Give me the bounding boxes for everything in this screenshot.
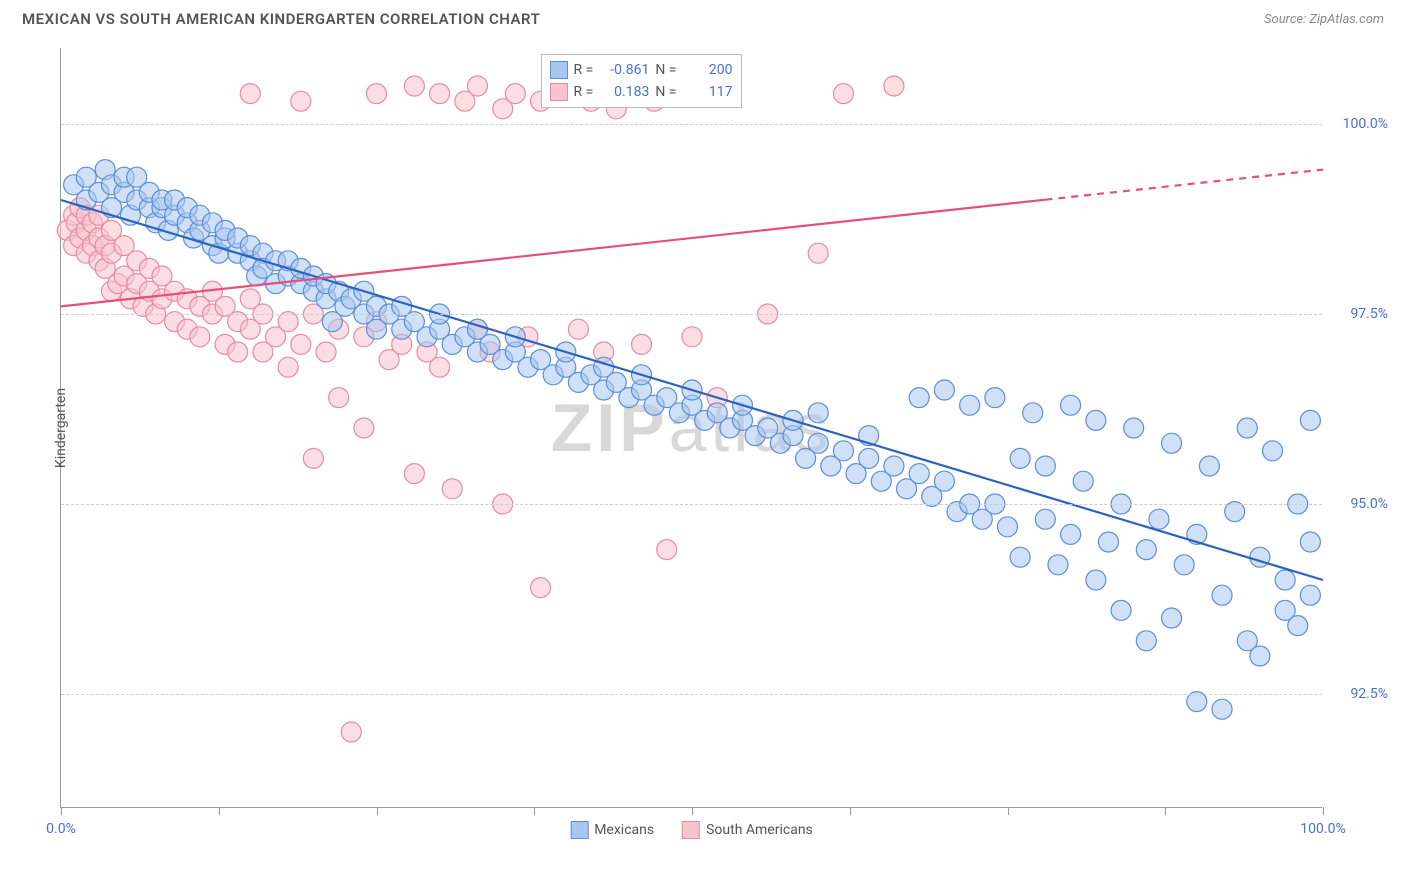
legend-stat-r_val: 0.183: [599, 84, 649, 100]
legend-stat-row: R = 0.183 N = 117: [550, 81, 733, 103]
grid-line: [61, 314, 1322, 315]
x-tick: [61, 807, 62, 815]
legend-label: South Americans: [706, 822, 813, 838]
x-tick: [1165, 807, 1166, 815]
legend-stat-n_val: 117: [683, 84, 733, 100]
legend-stat-n_label: N =: [655, 84, 676, 100]
legend-stat-r_label: R =: [574, 84, 594, 100]
legend-swatch: [550, 61, 568, 79]
x-tick: [692, 807, 693, 815]
legend-swatch: [550, 83, 568, 101]
x-tick: [377, 807, 378, 815]
y-tick-label: 92.5%: [1350, 686, 1388, 702]
grid-line: [61, 504, 1322, 505]
grid-line: [61, 694, 1322, 695]
legend-swatch: [570, 821, 588, 839]
plot-area: Kindergarten ZIPatlas R =-0.861N =200R =…: [60, 48, 1322, 808]
correlation-legend-box: R = -0.861 N = 200 R = 0.183 N = 117: [541, 54, 742, 108]
chart-title: MEXICAN VS SOUTH AMERICAN KINDERGARTEN C…: [22, 10, 540, 28]
legend-swatch: [682, 821, 700, 839]
legend-item: South Americans: [682, 821, 813, 839]
legend-stat-r_val: -0.861: [599, 62, 649, 78]
legend-stat-n_val: 200: [683, 62, 733, 78]
chart-container: Kindergarten ZIPatlas R =-0.861N =200R =…: [60, 48, 1388, 838]
legend-label: Mexicans: [594, 822, 654, 838]
x-tick: [1008, 807, 1009, 815]
x-tick-label: 100.0%: [1300, 821, 1345, 837]
x-tick: [534, 807, 535, 815]
source-attribution: Source: ZipAtlas.com: [1264, 12, 1384, 27]
legend-stat-r_label: R =: [574, 62, 594, 78]
legend-stat-row: R = -0.861 N = 200: [550, 59, 733, 81]
series-legend: Mexicans South Americans: [570, 821, 813, 839]
y-tick-label: 100.0%: [1343, 116, 1388, 132]
x-tick: [219, 807, 220, 815]
grid-line: [61, 124, 1322, 125]
x-tick-label: 0.0%: [46, 821, 76, 837]
y-tick-label: 97.5%: [1350, 306, 1388, 322]
x-tick: [1323, 807, 1324, 815]
legend-stat-n_label: N =: [655, 62, 676, 78]
x-tick: [850, 807, 851, 815]
y-tick-label: 95.0%: [1350, 496, 1388, 512]
legend-item: Mexicans: [570, 821, 654, 839]
